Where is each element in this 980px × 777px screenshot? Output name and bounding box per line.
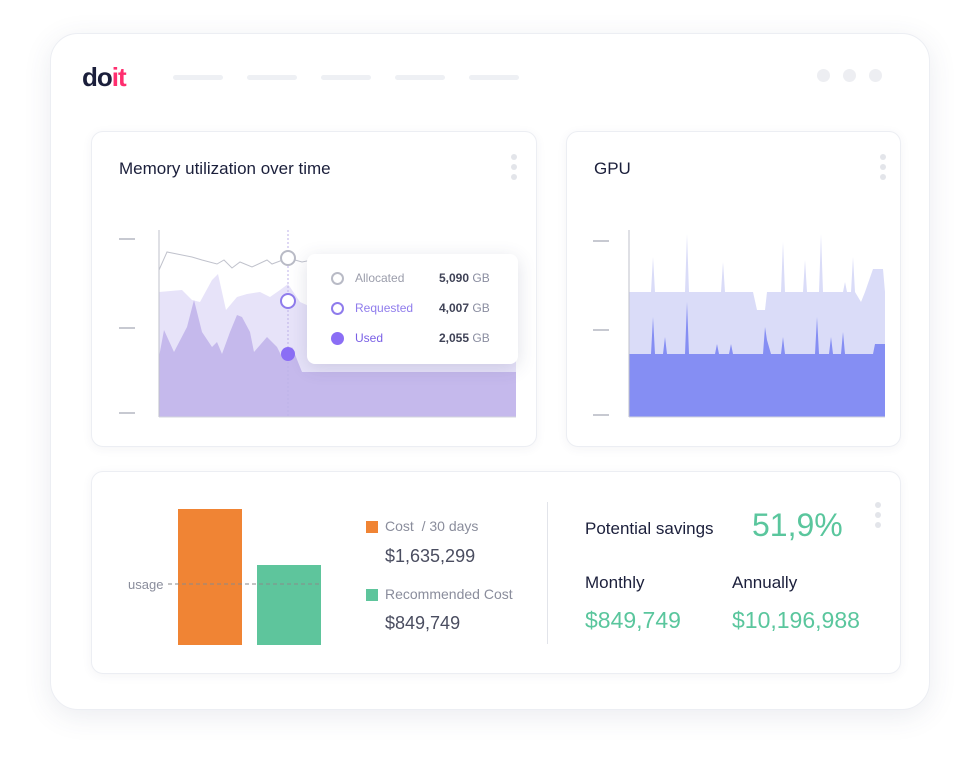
more-options-icon[interactable] [511,154,517,180]
cost-comparison-chart [168,509,321,645]
monthly-value: $849,749 [585,607,681,633]
nav-placeholder-4[interactable] [395,75,445,80]
nav-placeholder-2[interactable] [247,75,297,80]
chart-tooltip: Allocated 5,090 GB Requested 4,007 GB Us… [307,254,518,364]
gpu-card: GPU [566,131,901,447]
y-axis-tick [593,240,609,242]
allocated-marker [331,272,344,285]
divider [547,502,548,644]
recommended-cost-value: $849,749 [385,613,461,633]
cost-savings-card: usage Cost / 30 days $1,635,299 Recommen… [91,471,901,674]
recommended-cost-bar [257,565,321,645]
tooltip-label: Used [355,331,384,345]
potential-savings-label: Potential savings [585,519,714,538]
gpu-lower-area [629,302,885,417]
cost-bar [178,509,242,645]
memory-card-title: Memory utilization over time [119,159,331,178]
cost-legend-swatch [366,521,378,533]
window-dot-3[interactable] [869,69,882,82]
used-point [281,347,295,361]
tooltip-row-allocated: Allocated 5,090 GB [331,271,491,287]
allocated-point [280,250,296,266]
tooltip-label: Allocated [355,271,405,285]
memory-utilization-card: Memory utilization over time Allocated 5… [91,131,537,447]
tooltip-row-used: Used 2,055 GB [331,331,491,347]
nav-placeholder-5[interactable] [469,75,519,80]
monthly-label: Monthly [585,573,645,592]
annually-label: Annually [732,573,798,592]
tooltip-value: 2,055 GB [439,331,490,345]
y-axis-tick [119,327,135,329]
potential-savings-value: 51,9% [752,507,843,543]
tooltip-value: 4,007 GB [439,301,490,315]
tooltip-label: Requested [355,301,414,315]
gpu-card-title: GPU [594,159,631,178]
y-axis-tick [119,412,135,414]
gpu-area-chart [628,230,885,418]
annually-value: $10,196,988 [732,607,860,633]
window-dot-2[interactable] [843,69,856,82]
cost-legend-label: Cost / 30 days [385,518,479,534]
app-window: doit Memory utilization over time A [50,33,930,710]
y-axis-tick [593,329,609,331]
used-area [159,300,516,417]
nav-placeholder-1[interactable] [173,75,223,80]
y-axis-tick [119,238,135,240]
more-options-icon[interactable] [875,502,881,528]
cost-value: $1,635,299 [385,546,476,566]
tooltip-row-requested: Requested 4,007 GB [331,301,491,317]
requested-marker [331,302,344,315]
recommended-legend-swatch [366,589,378,601]
recommended-legend-label: Recommended Cost [385,586,513,602]
doit-logo[interactable]: doit [82,62,127,92]
used-marker [331,332,344,345]
usage-label: usage [128,577,164,592]
requested-point [280,293,296,309]
nav-placeholder-3[interactable] [321,75,371,80]
y-axis-tick [593,414,609,416]
window-dot-1[interactable] [817,69,830,82]
tooltip-value: 5,090 GB [439,271,490,285]
more-options-icon[interactable] [880,154,886,180]
